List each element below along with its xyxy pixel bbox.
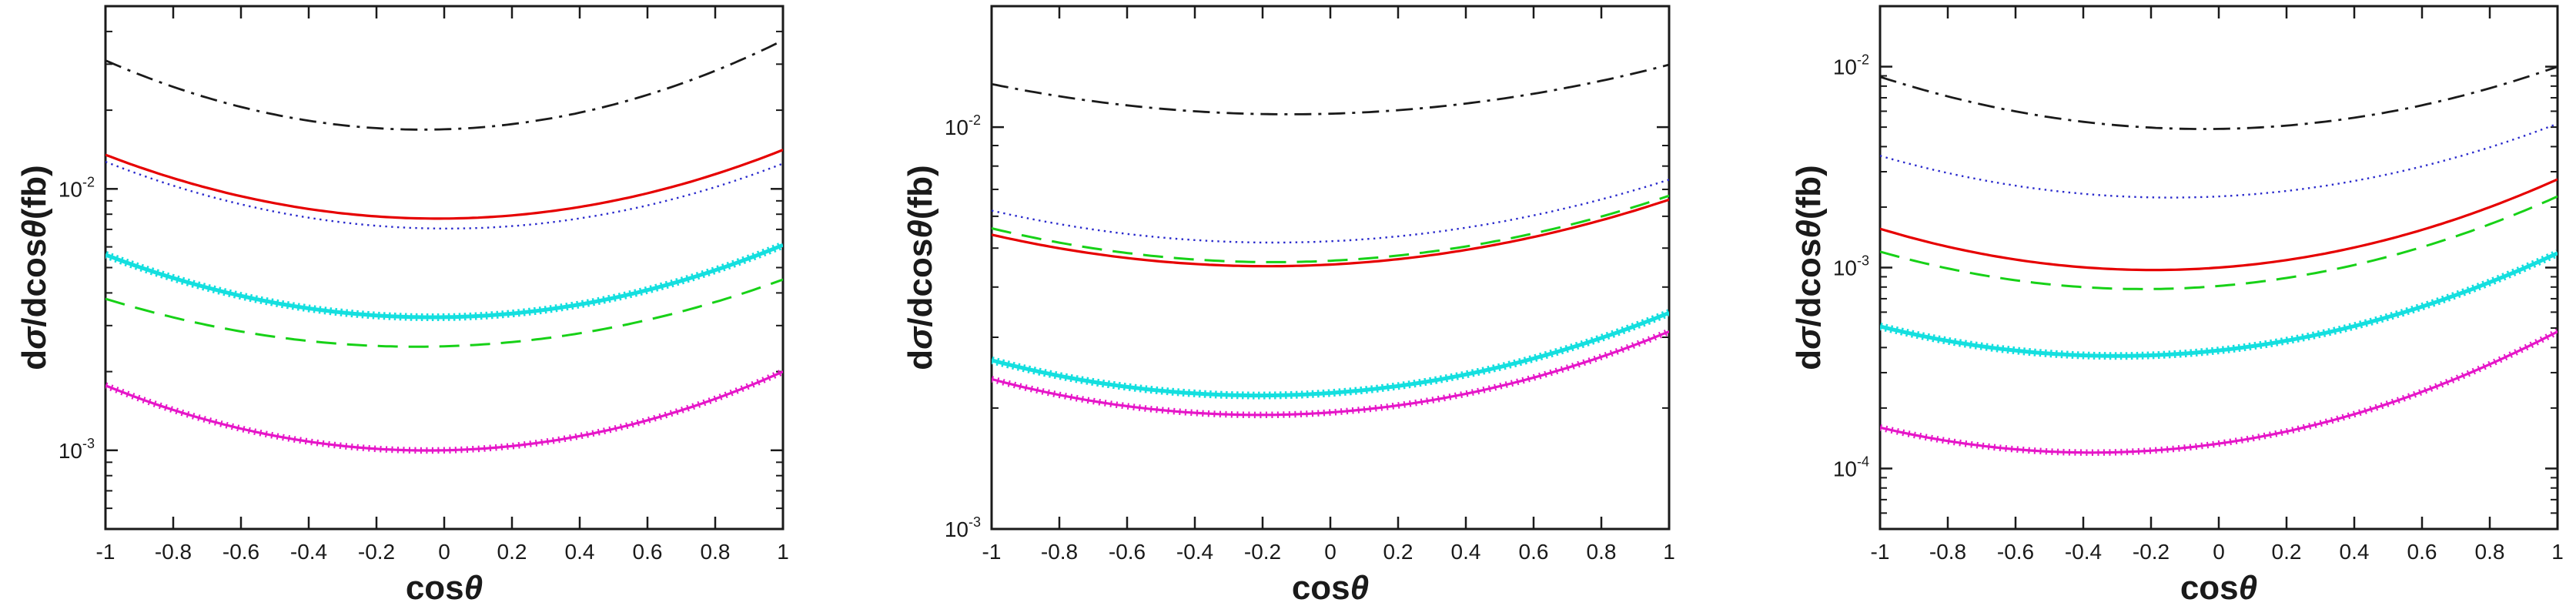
- left-black-dashdot: [105, 39, 783, 131]
- x-tick-label: -0.6: [1109, 540, 1146, 564]
- x-tick-label: 0.4: [2340, 540, 2370, 564]
- y-tick-label: 10-3: [1833, 253, 1869, 280]
- x-tick-label: 0.8: [701, 540, 731, 564]
- right-magenta-plus-marker-markers: [1880, 328, 2558, 457]
- x-tick-label: 0: [438, 540, 450, 564]
- x-tick-label: 1: [1663, 540, 1675, 564]
- y-axis-label: dσ/dcosθ(fb): [15, 165, 53, 370]
- panel-right: -1 -0.8 -0.6 -0.4 -0.2 0 0.2 0.4 0.6 0.8 1 10-2 10-3…: [1790, 5, 2564, 606]
- left-cyan-thick-marker: [105, 243, 783, 320]
- right-black-dashdot: [1880, 65, 2558, 130]
- y-tick-label: 10-3: [945, 514, 981, 541]
- x-tick-label: -0.8: [155, 540, 192, 564]
- x-tick-label: -0.2: [358, 540, 395, 564]
- middle-magenta-plus-marker-markers: [992, 328, 1669, 419]
- curves: [1880, 65, 2558, 457]
- x-axis-label: cosθ: [406, 569, 483, 606]
- x-tick-label: -1: [1871, 540, 1890, 564]
- right-cyan-thick-marker-markers: [1880, 249, 2558, 360]
- x-tick-label: -0.4: [290, 540, 327, 564]
- y-tick-label: 10-2: [1833, 52, 1869, 79]
- panel-middle: -1 -0.8 -0.6 -0.4 -0.2 0 0.2 0.4 0.6 0.8 1 10-2 10-3…: [902, 5, 1675, 606]
- x-axis-label: cosθ: [1292, 569, 1369, 606]
- curves: [992, 63, 1669, 419]
- x-tick-label: 1: [777, 540, 789, 564]
- x-tick-label: -1: [96, 540, 115, 564]
- curves: [105, 39, 783, 454]
- y-tick-label: 10-4: [1833, 454, 1869, 480]
- left-magenta-plus-marker-markers: [105, 368, 783, 454]
- panel-left: -1 -0.8 -0.6 -0.4 -0.2 0 0.2 0.4 0.6 0.8 1 10-2 10-3…: [15, 5, 789, 606]
- x-tick-label: -0.6: [1997, 540, 2034, 564]
- x-ticks: -1 -0.8 -0.6 -0.4 -0.2 0 0.2 0.4 0.6 0.8 1: [982, 6, 1675, 564]
- x-tick-label: 0.6: [1519, 540, 1549, 564]
- x-tick-label: 0.6: [633, 540, 663, 564]
- x-tick-label: 0.4: [565, 540, 595, 564]
- left-magenta-plus-marker: [105, 370, 783, 452]
- x-tick-label: -0.4: [1176, 540, 1213, 564]
- y-tick-label: 10-2: [945, 112, 981, 139]
- x-ticks: -1 -0.8 -0.6 -0.4 -0.2 0 0.2 0.4 0.6 0.8 1: [1871, 6, 2564, 564]
- y-tick-label: 10-2: [59, 174, 95, 201]
- right-red-solid: [1880, 178, 2558, 272]
- x-tick-label: 0.6: [2407, 540, 2437, 564]
- middle-red-solid: [992, 198, 1669, 268]
- x-tick-label: -1: [982, 540, 1002, 564]
- y-ticks: 10-2 10-3: [59, 5, 783, 530]
- x-ticks: -1 -0.8 -0.6 -0.4 -0.2 0 0.2 0.4 0.6 0.8 1: [96, 6, 789, 564]
- y-axis-label: dσ/dcosθ(fb): [902, 165, 939, 370]
- x-tick-label: 0: [2213, 540, 2225, 564]
- left-red-solid: [105, 149, 783, 220]
- x-tick-label: 0.4: [1451, 540, 1481, 564]
- x-tick-label: 0.8: [2475, 540, 2505, 564]
- middle-black-dashdot: [992, 63, 1669, 116]
- x-tick-label: -0.8: [1929, 540, 1966, 564]
- x-axis-label: cosθ: [2180, 569, 2257, 606]
- x-tick-label: -0.8: [1041, 540, 1078, 564]
- x-tick-label: 0.8: [1587, 540, 1617, 564]
- x-tick-label: -0.2: [2133, 540, 2170, 564]
- x-tick-label: -0.2: [1244, 540, 1281, 564]
- x-tick-label: -0.4: [2065, 540, 2102, 564]
- y-ticks: 10-2 10-3: [945, 5, 1669, 541]
- y-axis-label: dσ/dcosθ(fb): [1790, 165, 1828, 370]
- right-green-dashed: [1880, 195, 2558, 290]
- x-tick-label: 0.2: [1383, 540, 1413, 564]
- plot-frame: [990, 5, 1671, 531]
- middle-green-dashed: [992, 194, 1669, 263]
- middle-cyan-thick-marker-markers: [992, 309, 1669, 400]
- x-tick-label: 0.2: [2272, 540, 2302, 564]
- x-tick-label: 1: [2551, 540, 2564, 564]
- middle-blue-dotted: [992, 179, 1669, 244]
- x-tick-label: 0.2: [497, 540, 527, 564]
- left-cyan-thick-marker-markers: [105, 241, 783, 321]
- left-green-dashed: [105, 278, 783, 348]
- y-tick-label: 10-3: [59, 436, 95, 463]
- x-tick-label: 0: [1324, 540, 1337, 564]
- x-tick-label: -0.6: [222, 540, 259, 564]
- right-blue-dotted: [1880, 122, 2558, 199]
